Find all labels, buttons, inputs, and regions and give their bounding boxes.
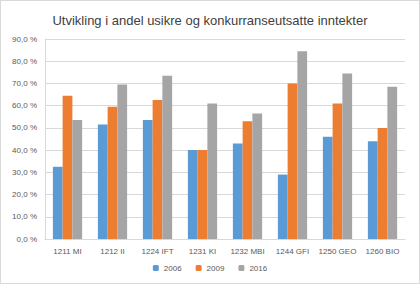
svg-text:60,0 %: 60,0 % — [12, 101, 37, 110]
svg-text:Utvikling i andel usikre og ko: Utvikling i andel usikre og konkurranseu… — [52, 13, 368, 28]
svg-text:2006: 2006 — [164, 264, 182, 273]
svg-text:1224 IFT: 1224 IFT — [141, 247, 173, 256]
svg-text:20,0 %: 20,0 % — [12, 190, 37, 199]
svg-text:1211 MI: 1211 MI — [53, 247, 81, 256]
svg-text:30,0 %: 30,0 % — [12, 168, 37, 177]
svg-text:0,0 %: 0,0 % — [17, 235, 37, 244]
svg-text:50,0 %: 50,0 % — [12, 123, 37, 132]
svg-text:1260 BIO: 1260 BIO — [366, 247, 400, 256]
svg-text:2009: 2009 — [207, 264, 225, 273]
svg-text:90,0 %: 90,0 % — [12, 35, 37, 44]
svg-text:1250 GEO: 1250 GEO — [319, 247, 357, 256]
svg-text:1244 GFI: 1244 GFI — [276, 247, 309, 256]
svg-text:2016: 2016 — [249, 264, 267, 273]
svg-text:1232 MBI: 1232 MBI — [230, 247, 264, 256]
svg-text:40,0 %: 40,0 % — [12, 146, 37, 155]
svg-text:1212 II: 1212 II — [100, 247, 124, 256]
svg-text:10,0 %: 10,0 % — [12, 212, 37, 221]
svg-text:80,0 %: 80,0 % — [12, 57, 37, 66]
svg-text:1231 KI: 1231 KI — [189, 247, 217, 256]
svg-text:70,0 %: 70,0 % — [12, 79, 37, 88]
